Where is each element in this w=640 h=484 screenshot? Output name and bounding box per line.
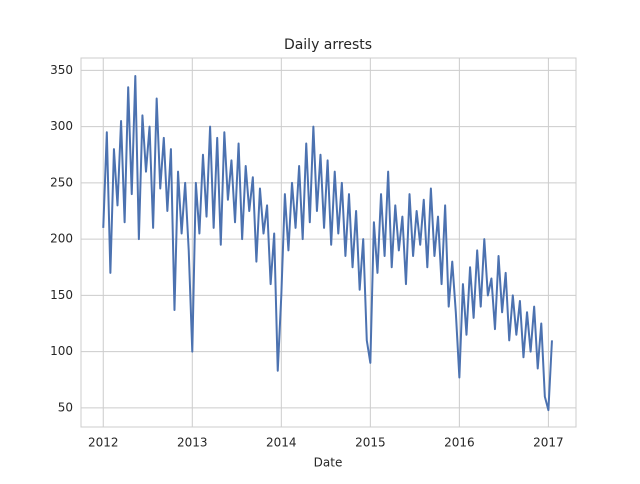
y-tick-label: 200 bbox=[50, 232, 73, 246]
x-tick-label: 2014 bbox=[266, 436, 297, 450]
x-tick-label: 2012 bbox=[88, 436, 119, 450]
y-tick-label: 150 bbox=[50, 288, 73, 302]
x-tick-label: 2015 bbox=[355, 436, 386, 450]
chart-title: Daily arrests bbox=[284, 37, 372, 53]
x-axis-label: Date bbox=[314, 456, 343, 470]
x-tick-label: 2016 bbox=[444, 436, 475, 450]
y-tick-label: 250 bbox=[50, 175, 73, 189]
x-tick-label: 2017 bbox=[533, 436, 564, 450]
y-tick-label: 350 bbox=[50, 63, 73, 77]
x-tick-label: 2013 bbox=[177, 436, 208, 450]
plot-frame bbox=[80, 57, 577, 428]
y-tick-label: 100 bbox=[50, 344, 73, 358]
y-tick-label: 300 bbox=[50, 119, 73, 133]
data-line bbox=[102, 75, 553, 412]
y-tick-label: 50 bbox=[58, 400, 73, 414]
